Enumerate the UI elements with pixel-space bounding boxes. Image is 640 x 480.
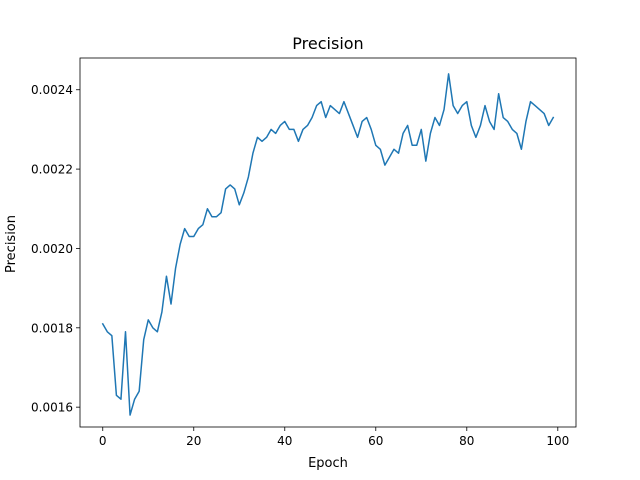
y-tick-label: 0.0020 xyxy=(31,242,73,256)
chart-title: Precision xyxy=(292,34,363,53)
y-tick-label: 0.0022 xyxy=(31,163,73,177)
x-tick-label: 20 xyxy=(186,434,201,448)
y-axis-label: Precision xyxy=(4,215,19,273)
x-tick-label: 40 xyxy=(277,434,292,448)
plot-area: 0 20 40 60 80 100 0.0016 0.0018 0.0020 0.0022 0.00… xyxy=(31,57,577,448)
x-tick-label: 0 xyxy=(99,434,107,448)
y-tick-label: 0.0018 xyxy=(31,321,73,335)
axes-frame xyxy=(79,57,577,428)
x-tick-label: 100 xyxy=(546,434,569,448)
x-tick-label: 60 xyxy=(368,434,383,448)
y-tick-label: 0.0024 xyxy=(31,83,73,97)
x-axis-label: Epoch xyxy=(308,456,348,471)
y-tick-label: 0.0016 xyxy=(31,401,73,415)
series-line-0 xyxy=(101,73,555,416)
x-tick-label: 80 xyxy=(459,434,474,448)
